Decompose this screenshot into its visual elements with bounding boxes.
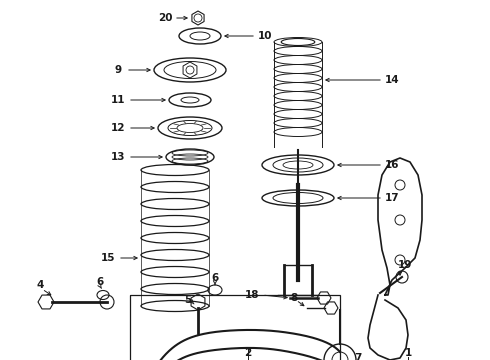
Text: 8: 8 bbox=[291, 293, 298, 303]
Text: 7: 7 bbox=[354, 353, 362, 360]
Text: 20: 20 bbox=[158, 13, 172, 23]
Text: 6: 6 bbox=[211, 273, 219, 283]
Text: 17: 17 bbox=[385, 193, 400, 203]
Text: 16: 16 bbox=[385, 160, 399, 170]
Text: 15: 15 bbox=[101, 253, 115, 263]
Text: 19: 19 bbox=[398, 260, 413, 270]
Text: 6: 6 bbox=[97, 277, 103, 287]
Text: 18: 18 bbox=[245, 290, 259, 300]
Text: 13: 13 bbox=[111, 152, 125, 162]
Text: 9: 9 bbox=[115, 65, 122, 75]
Text: 2: 2 bbox=[245, 348, 252, 358]
Text: 10: 10 bbox=[258, 31, 272, 41]
Text: 14: 14 bbox=[385, 75, 400, 85]
Text: 5: 5 bbox=[184, 295, 192, 305]
Bar bbox=[130, 295, 340, 360]
Text: 4: 4 bbox=[36, 280, 44, 290]
Text: 11: 11 bbox=[111, 95, 125, 105]
Text: 1: 1 bbox=[404, 348, 412, 358]
Text: 12: 12 bbox=[111, 123, 125, 133]
